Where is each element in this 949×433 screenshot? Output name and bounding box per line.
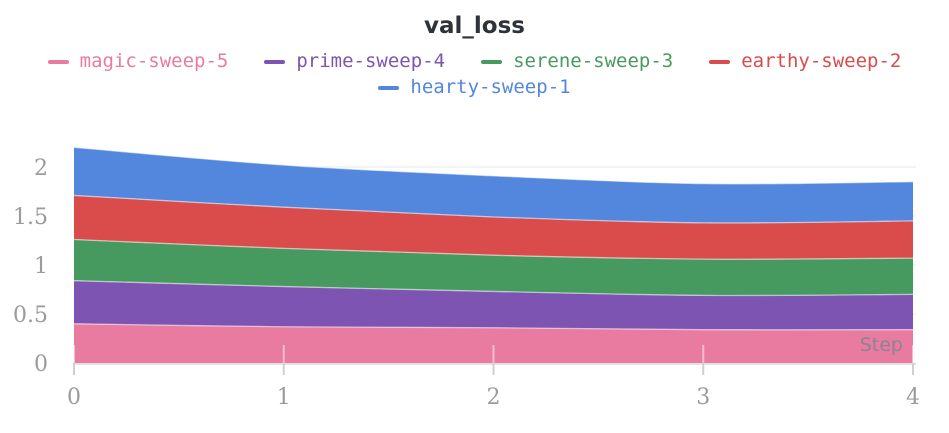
legend-swatch-prime-sweep-4	[264, 59, 286, 64]
legend-item-magic-sweep-5[interactable]: magic-sweep-5	[47, 49, 229, 74]
legend-label-earthy-sweep-2: earthy-sweep-2	[741, 50, 902, 72]
area-top-edge-prime-sweep-4	[73, 280, 914, 297]
x-tick-label-4: 4	[906, 385, 920, 410]
legend-label-serene-sweep-3: serene-sweep-3	[513, 50, 674, 72]
legend-item-prime-sweep-4[interactable]: prime-sweep-4	[264, 49, 445, 74]
area-top-edge-serene-sweep-3	[73, 238, 914, 260]
x-tick-label-1: 1	[277, 385, 291, 410]
x-tick-label-0: 0	[67, 385, 81, 410]
legend-row-2: hearty-sweep-1	[378, 75, 571, 100]
x-tick-label-3: 3	[696, 385, 710, 410]
chart-title: val_loss	[424, 13, 525, 39]
area-top-edge-hearty-sweep-1	[73, 146, 914, 185]
legend-item-hearty-sweep-1[interactable]: hearty-sweep-1	[378, 75, 571, 100]
legend-item-serene-sweep-3[interactable]: serene-sweep-3	[481, 49, 673, 74]
y-tick-label-1.5: 1.5	[13, 205, 48, 230]
chart-header: val_loss magic-sweep-5 prime-sweep-4 ser…	[0, 13, 949, 100]
legend: magic-sweep-5 prime-sweep-4 serene-sweep…	[0, 49, 949, 100]
area-serene-sweep-3[interactable]	[74, 239, 913, 296]
legend-item-earthy-sweep-2[interactable]: earthy-sweep-2	[709, 49, 901, 74]
val-loss-chart-canvas[interactable]: 0 0.5 1 1.5 2 0 1 2 3 4 Step	[0, 13, 949, 433]
legend-swatch-magic-sweep-5	[47, 59, 69, 64]
area-prime-sweep-4[interactable]	[74, 280, 913, 330]
legend-swatch-serene-sweep-3	[481, 59, 503, 64]
legend-row-1: magic-sweep-5 prime-sweep-4 serene-sweep…	[47, 49, 901, 74]
area-top-edge-earthy-sweep-2	[73, 194, 914, 224]
y-tick-label-0.5: 0.5	[13, 303, 48, 328]
legend-label-prime-sweep-4: prime-sweep-4	[296, 50, 446, 72]
x-tick-label-2: 2	[487, 385, 501, 410]
y-tick-label-2: 2	[34, 156, 48, 181]
legend-label-hearty-sweep-1: hearty-sweep-1	[410, 76, 571, 98]
y-tick-label-1: 1	[34, 254, 48, 279]
y-tick-label-0: 0	[34, 352, 48, 377]
legend-swatch-hearty-sweep-1	[378, 85, 400, 90]
x-axis-label: Step	[860, 334, 903, 356]
legend-swatch-earthy-sweep-2	[709, 59, 731, 64]
area-earthy-sweep-2[interactable]	[74, 195, 913, 260]
area-hearty-sweep-1[interactable]	[74, 147, 913, 223]
area-top-edge-magic-sweep-5	[73, 323, 914, 331]
legend-label-magic-sweep-5: magic-sweep-5	[79, 50, 229, 72]
